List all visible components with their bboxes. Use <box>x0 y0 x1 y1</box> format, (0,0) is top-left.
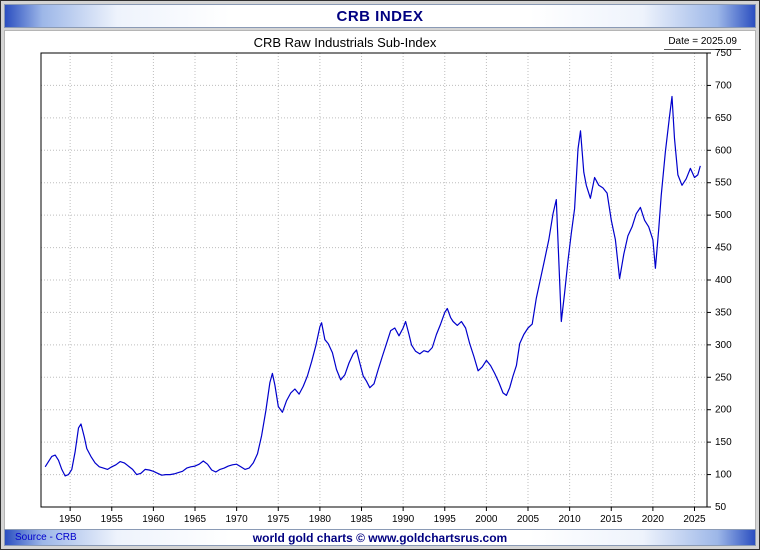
y-tick-label: 50 <box>715 502 727 513</box>
y-tick-label: 400 <box>715 275 732 286</box>
title-bar: CRB INDEX <box>4 4 756 28</box>
plot-border <box>40 52 708 508</box>
x-tick-label: 1975 <box>267 514 290 525</box>
x-tick-label: 2015 <box>600 514 623 525</box>
chart-subtitle: CRB Raw Industrials Sub-Index <box>253 35 437 50</box>
line-chart: 1950 1955 1960 1965 1970 1975 1980 1985 1990 1995… <box>40 48 732 525</box>
x-tick-label: 1990 <box>392 514 415 525</box>
y-tick-label: 200 <box>715 405 732 416</box>
chart-panel: CRB Raw Industrials Sub-Index Date = 202… <box>4 30 756 531</box>
x-tick-label: 2025 <box>683 514 706 525</box>
y-tick-label: 300 <box>715 340 732 351</box>
x-tick-label: 1995 <box>434 514 457 525</box>
window-title: CRB INDEX <box>336 7 424 25</box>
x-tick-label: 1970 <box>226 514 249 525</box>
y-tick-label: 750 <box>715 48 732 59</box>
y-tick-label: 700 <box>715 80 732 91</box>
y-tick-label: 150 <box>715 437 732 448</box>
website-label: world gold charts © www.goldchartsrus.co… <box>252 530 508 545</box>
x-tick-label: 2000 <box>475 514 498 525</box>
source-label: Source - CRB <box>15 532 77 543</box>
x-tick-label: 2020 <box>642 514 665 525</box>
y-tick-label: 250 <box>715 372 732 383</box>
crb-series-line <box>44 95 701 477</box>
x-tick-label: 2005 <box>517 514 540 525</box>
chart-header: CRB Raw Industrials Sub-Index Date = 202… <box>5 33 755 53</box>
y-tick-label: 550 <box>715 178 732 189</box>
x-tick-label: 2010 <box>559 514 582 525</box>
footer-bar: Source - CRB world gold charts © www.gol… <box>4 529 756 546</box>
y-tick-label: 600 <box>715 145 732 156</box>
x-tick-label: 1950 <box>59 514 82 525</box>
x-tick-label: 1985 <box>350 514 373 525</box>
y-tick-label: 650 <box>715 113 732 124</box>
x-tick-label: 1965 <box>184 514 207 525</box>
y-tick-label: 100 <box>715 470 732 481</box>
x-tick-label: 1980 <box>309 514 332 525</box>
date-label: Date = 2025.09 <box>664 36 741 50</box>
x-tick-label: 1955 <box>101 514 124 525</box>
y-tick-label: 450 <box>715 243 732 254</box>
y-tick-label: 500 <box>715 210 732 221</box>
x-tick-label: 1960 <box>142 514 165 525</box>
y-tick-label: 350 <box>715 307 732 318</box>
